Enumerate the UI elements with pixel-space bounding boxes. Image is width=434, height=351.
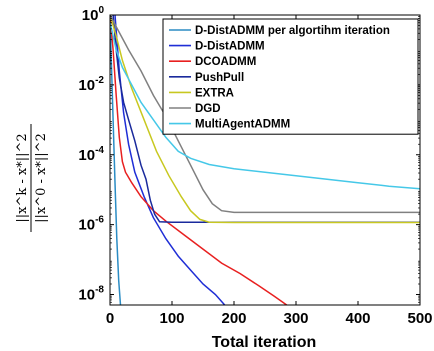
legend: D-DistADMM per algortihm iteration D-Dist…: [162, 18, 419, 135]
x-axis-label: Total iteration: [212, 334, 317, 351]
y-tick-label: 10-6: [78, 215, 104, 234]
y-tick-label: 10-4: [78, 145, 104, 164]
y-tick-label: 100: [82, 5, 105, 24]
y-axis-label: ||x^k - x*||^2 ||x^0 - x*||^2: [15, 124, 49, 232]
y-tick-label: 10-8: [78, 285, 104, 304]
x-tick-label: 300: [283, 310, 308, 327]
legend-box: [162, 18, 419, 135]
y-axis-label-denominator: ||x^0 - x*||^2: [34, 133, 49, 223]
legend-label-6: MultiAgentADMM: [195, 119, 290, 131]
x-tick-label: 100: [159, 310, 184, 327]
x-tick-label: 500: [407, 310, 432, 327]
series-line-6: [110, 21, 420, 190]
legend-label-4: EXTRA: [195, 87, 234, 99]
legend-label-0: D-DistADMM per algortihm iteration: [195, 25, 390, 37]
y-axis-label-numerator: ||x^k - x*||^2: [15, 133, 30, 222]
legend-label-2: DCOADMM: [195, 56, 256, 68]
series-line-0: [110, 15, 122, 305]
plot-layer: [110, 15, 420, 305]
y-tick-label: 10-2: [78, 75, 104, 94]
series-line-1: [114, 15, 226, 305]
legend-label-1: D-DistADMM: [195, 41, 265, 53]
series-line-3: [112, 15, 420, 223]
axes-layer: 0 100 200 300 400 500 100 10-2 10-4 10-6 10-8: [78, 5, 432, 327]
legend-label-5: DGD: [195, 103, 221, 115]
legend-label-3: PushPull: [195, 72, 244, 84]
x-tick-label: 0: [106, 310, 114, 327]
x-tick-label: 200: [221, 310, 246, 327]
series-line-5: [110, 15, 420, 214]
x-tick-label: 400: [345, 310, 370, 327]
series-line-4: [110, 15, 420, 224]
